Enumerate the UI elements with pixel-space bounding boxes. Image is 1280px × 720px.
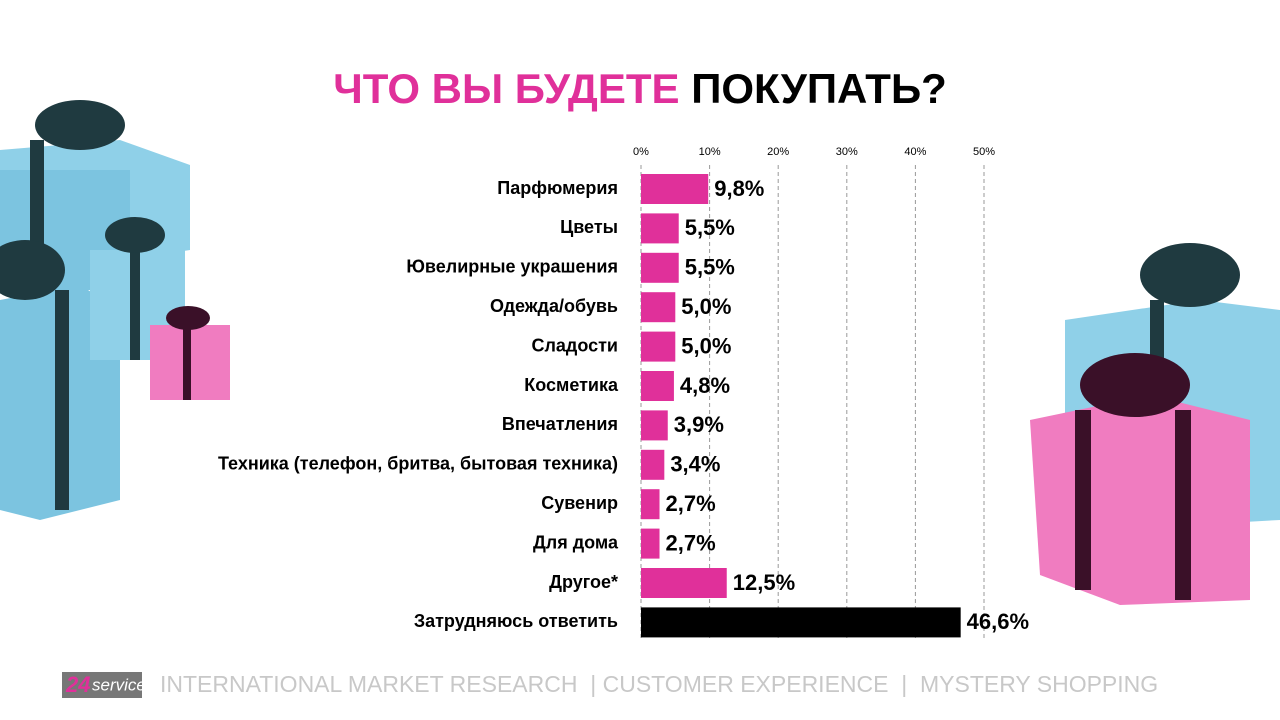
chart-title: ЧТО ВЫ БУДЕТЕ ПОКУПАТЬ? [333, 65, 947, 112]
value-label: 4,8% [680, 373, 730, 398]
category-label: Сувенир [541, 493, 618, 513]
value-label: 5,0% [681, 333, 731, 358]
x-tick-label: 40% [904, 146, 926, 158]
category-label: Цветы [560, 217, 618, 237]
category-label: Впечатления [502, 414, 618, 434]
gift-decoration [1030, 243, 1280, 605]
footer-text: INTERNATIONAL MARKET RESEARCH | CUSTOMER… [160, 671, 1158, 697]
x-tick-label: 50% [973, 146, 995, 158]
bar [641, 607, 961, 638]
title-part: ПОКУПАТЬ? [691, 65, 947, 112]
x-tick-label: 10% [699, 146, 721, 158]
category-label: Техника (телефон, бритва, бытовая техник… [218, 454, 618, 474]
bar [641, 449, 665, 480]
x-tick-label: 30% [836, 146, 858, 158]
value-label: 5,5% [685, 215, 735, 240]
logo-box [62, 672, 142, 698]
bar [641, 528, 660, 559]
bar [641, 371, 674, 401]
value-label: 5,5% [685, 255, 735, 280]
x-tick-label: 0% [633, 146, 649, 158]
category-label: Косметика [524, 375, 619, 395]
value-label: 3,4% [670, 452, 720, 477]
bar [641, 410, 668, 441]
bar [641, 174, 709, 204]
value-label: 3,9% [674, 412, 724, 437]
x-tick-label: 20% [767, 146, 789, 158]
title-part: ЧТО ВЫ БУДЕТЕ [333, 65, 679, 112]
footer: 24 service INTERNATIONAL MARKET RESEARCH… [62, 671, 1158, 698]
value-label: 2,7% [666, 530, 716, 555]
value-label: 5,0% [681, 294, 731, 319]
bar [641, 568, 727, 598]
category-label: Парфюмерия [497, 178, 618, 198]
value-label: 46,6% [967, 609, 1029, 634]
category-label: Сладости [531, 335, 618, 355]
value-label: 2,7% [666, 491, 716, 516]
value-label: 9,8% [714, 176, 764, 201]
category-label: Затрудняюсь ответить [414, 611, 618, 631]
category-label: Для дома [533, 532, 619, 552]
category-label: Одежда/обувь [490, 296, 618, 316]
bar [641, 252, 679, 283]
bar [641, 292, 676, 323]
logo-number: 24 [65, 672, 90, 697]
bar [641, 331, 676, 362]
logo-text: service [92, 675, 146, 694]
bar [641, 489, 660, 520]
value-label: 12,5% [733, 570, 795, 595]
plot: 0% 10% 20% 30% 40% 50% Парфюмерия 9,8% Цветы 5,5%… [218, 146, 1029, 640]
category-label: Ювелирные украшения [406, 257, 618, 277]
bar [641, 213, 679, 244]
gift-decoration [0, 100, 230, 520]
category-label: Другое* [549, 572, 618, 592]
